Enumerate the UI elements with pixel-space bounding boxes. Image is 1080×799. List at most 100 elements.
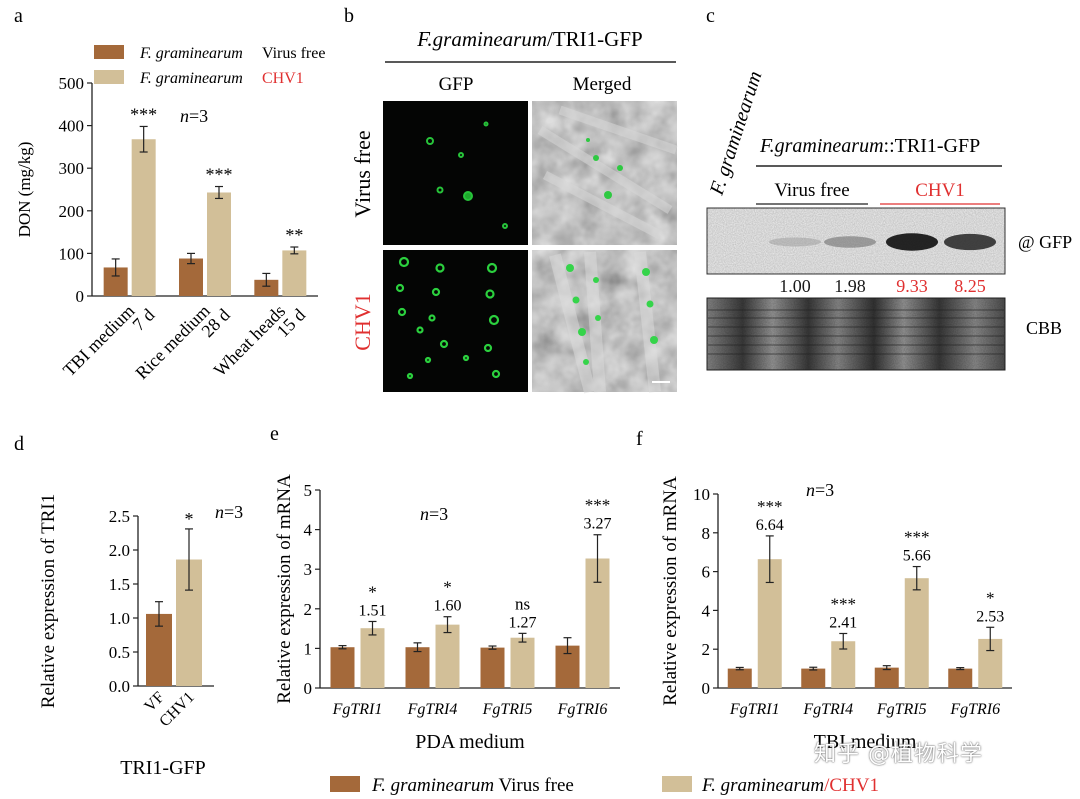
gfp-overlay-virus-free: [586, 138, 623, 199]
y-tick-label: 1.5: [109, 575, 130, 594]
data-label: 6.64: [756, 517, 784, 534]
y-tick-label: 200: [59, 202, 85, 221]
y-tick-label: 0.5: [109, 643, 130, 662]
panel-b: b F.graminearum/TRI1-GFP GFP Merged Viru…: [344, 5, 678, 394]
y-tick-label: 3: [304, 560, 313, 579]
y-axis-label: Relative expression of TRI1: [38, 494, 59, 708]
significance-label: ***: [585, 496, 611, 515]
legend-label-virus-free: Virus free: [262, 45, 325, 62]
bar: [904, 578, 929, 688]
y-tick-label: 8: [702, 524, 711, 543]
significance-label: ***: [831, 594, 857, 613]
col-header-gfp: GFP: [439, 74, 474, 95]
legend-swatch-chv1: [662, 776, 692, 792]
y-tick-label: 0: [304, 679, 313, 698]
y-tick-label: 2: [702, 640, 711, 659]
hyphae-virus-free: [537, 105, 678, 239]
bar: [874, 667, 899, 688]
bar: [254, 279, 279, 296]
sub-label-virus-free: Virus free: [774, 180, 849, 201]
n-label: n=3: [180, 106, 208, 126]
significance-label: **: [285, 225, 303, 245]
x-tick-label: FgTRI4: [802, 701, 853, 718]
y-axis-label: Relative expression of mRNA: [274, 474, 295, 704]
data-label: 2.53: [976, 608, 1004, 625]
panel-a: a F. graminearum Virus free F. graminear…: [14, 5, 325, 383]
x-tick-label: FgTRI1: [332, 701, 383, 718]
band-quantification: 1.00 1.98 9.33 8.25: [779, 276, 986, 296]
significance-label: ns: [515, 594, 530, 613]
y-tick-label: 400: [59, 117, 85, 136]
data-label: 3.27: [584, 516, 612, 533]
x-tick-label: FgTRI1: [729, 701, 780, 718]
legend-item-chv1: F. graminearum/CHV1: [701, 775, 879, 796]
bar: [330, 647, 355, 688]
legend-species: F. graminearum: [139, 45, 243, 62]
x-tick-label: FgTRI6: [949, 701, 1000, 718]
data-label: 5.66: [903, 548, 931, 565]
panel-b-title: F.graminearum/TRI1-GFP: [416, 27, 642, 51]
panel-c-letter: c: [706, 5, 715, 27]
watermark: 知乎 @植物科学: [814, 742, 983, 767]
blot-label-cbb: CBB: [1026, 318, 1062, 338]
protein-band: [824, 236, 876, 248]
x-tick-label: FgTRI6: [557, 701, 608, 718]
legend-label-chv1: CHV1: [262, 70, 304, 87]
bottom-legend: F. graminearum Virus free F. graminearum…: [330, 775, 879, 796]
panel-f-letter: f: [636, 428, 643, 450]
significance-label: *: [986, 588, 995, 607]
significance-label: *: [368, 582, 377, 601]
panel-d-footer: TRI1-GFP: [120, 757, 206, 779]
significance-label: ***: [130, 104, 157, 124]
panel-f: f n=3 0 2 4 6 8 10 Relative expression of mRNA…: [636, 428, 1012, 753]
x-tick-label: FgTRI4: [407, 701, 458, 718]
legend-swatch-chv1: [94, 70, 124, 84]
y-tick-label: 10: [693, 485, 710, 504]
micrograph-gfp-virus-free: [383, 101, 528, 245]
y-tick-label: 2: [304, 600, 313, 619]
row-label-chv1: CHV1: [350, 293, 375, 350]
sub-label-chv1: CHV1: [915, 180, 965, 201]
bar: [179, 258, 203, 296]
bar: [510, 637, 535, 688]
y-tick-label: 300: [59, 159, 85, 178]
data-label: 1.60: [434, 598, 462, 615]
data-label: 1.27: [509, 614, 537, 631]
gfp-overlay-chv1: [566, 264, 658, 365]
significance-label: *: [443, 578, 452, 597]
bar: [207, 192, 231, 296]
legend-item-virus-free: F. graminearum Virus free: [371, 775, 574, 796]
chart-d: 0.0 0.5 1.0 1.5 2.0 2.5 Relative expression of…: [38, 494, 214, 731]
col-header-merged: Merged: [573, 74, 632, 95]
bar: [727, 668, 752, 688]
y-tick-label: 4: [702, 601, 711, 620]
row-label-virus-free: Virus free: [350, 130, 375, 217]
x-tick-label: TBI medium: [59, 301, 139, 381]
y-tick-label: 4: [304, 521, 313, 540]
y-tick-label: 1: [304, 639, 313, 658]
x-tick-label: CHV1: [156, 689, 198, 731]
x-tick-label: FgTRI5: [482, 701, 533, 718]
lane1-label: F. graminearum: [706, 69, 767, 199]
y-tick-label: 5: [304, 481, 313, 500]
y-tick-label: 6: [702, 563, 711, 582]
blot-label-gfp: @ GFP: [1018, 232, 1072, 252]
bar: [480, 647, 505, 688]
y-tick-label: 0: [76, 287, 85, 306]
panel-a-legend: F. graminearum Virus free F. graminearum…: [94, 45, 325, 87]
bar: [360, 628, 385, 688]
x-tick-label: 7 d: [128, 305, 158, 335]
y-tick-label: 500: [59, 74, 85, 93]
x-axis-label: TBI medium: [814, 731, 917, 753]
y-tick-label: 1.0: [109, 609, 130, 628]
protein-band: [886, 233, 938, 251]
significance-label: ***: [757, 497, 783, 516]
y-tick-label: 2.0: [109, 541, 130, 560]
y-tick-label: 100: [59, 244, 85, 263]
bar: [435, 624, 460, 688]
bar: [801, 668, 826, 688]
legend-swatch-virus-free: [330, 776, 360, 792]
